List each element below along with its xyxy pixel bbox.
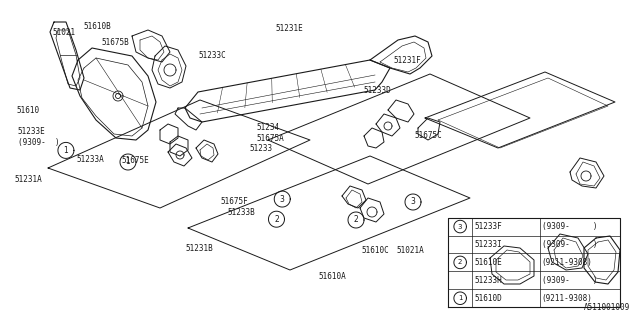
Text: 51233: 51233 [250,144,273,153]
Text: 51610E: 51610E [474,258,502,267]
Text: 2: 2 [354,215,358,225]
Text: (9309-     ): (9309- ) [541,222,597,231]
Text: 51610A: 51610A [318,272,346,281]
Text: 51675A: 51675A [256,134,284,143]
Text: 51675F: 51675F [221,197,248,206]
Text: (9211-9308): (9211-9308) [541,258,593,267]
Text: 3: 3 [280,195,285,204]
Text: 1: 1 [458,295,463,301]
Text: 51021: 51021 [52,28,76,37]
Text: 51675E: 51675E [122,156,149,165]
Text: 51675C: 51675C [415,132,442,140]
Text: 51610D: 51610D [474,294,502,303]
Text: 51610: 51610 [16,106,39,115]
Text: (9309-     ): (9309- ) [541,276,597,285]
Text: 51231B: 51231B [186,244,213,253]
Text: 51234: 51234 [256,124,279,132]
Text: 51233E: 51233E [18,127,45,136]
Text: 51233H: 51233H [474,276,502,285]
Text: 1: 1 [125,157,131,166]
Text: 51231A: 51231A [14,175,42,184]
Text: 3: 3 [411,197,415,206]
Text: 51675B: 51675B [101,38,129,47]
Text: 51231F: 51231F [394,56,421,65]
Text: 51610B: 51610B [83,22,111,31]
Text: 51233F: 51233F [474,222,502,231]
Text: A511001009: A511001009 [584,303,630,312]
Text: (9309-  ): (9309- ) [18,138,60,147]
Text: 3: 3 [458,224,463,229]
Text: 51610C: 51610C [362,246,389,255]
Text: 51233C: 51233C [198,52,226,60]
Text: 51233B: 51233B [227,208,255,217]
Text: 51021A: 51021A [397,246,424,255]
Text: 2: 2 [274,215,279,224]
Text: 2: 2 [458,260,462,265]
Text: 51231E: 51231E [275,24,303,33]
Text: (9211-9308): (9211-9308) [541,294,593,303]
Text: 51233A: 51233A [77,156,104,164]
Text: 51233I: 51233I [474,240,502,249]
Text: 1: 1 [63,146,68,155]
Text: 51233D: 51233D [364,86,391,95]
Text: (9309-     ): (9309- ) [541,240,597,249]
